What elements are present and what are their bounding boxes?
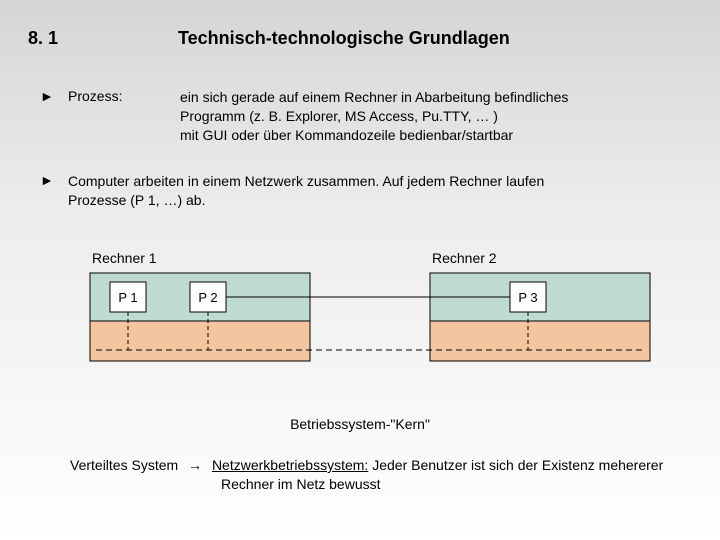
prozess-label: Prozess: bbox=[68, 88, 122, 104]
os-kern-label: Betriebssystem-"Kern" bbox=[0, 416, 720, 432]
netzwerk-body: Computer arbeiten in einem Netzwerk zusa… bbox=[68, 172, 690, 210]
bullet-icon: ► bbox=[40, 172, 54, 188]
arrow-right-icon: → bbox=[188, 457, 202, 473]
svg-text:P 1: P 1 bbox=[118, 290, 137, 305]
page-title: Technisch-technologische Grundlagen bbox=[178, 28, 510, 49]
prozess-line3: mit GUI oder über Kommandozeile bedienba… bbox=[180, 126, 690, 145]
prozess-body: ein sich gerade auf einem Rechner in Aba… bbox=[180, 88, 690, 145]
prozess-line1: ein sich gerade auf einem Rechner in Aba… bbox=[180, 88, 690, 107]
bullet-icon: ► bbox=[40, 88, 54, 104]
svg-text:P 2: P 2 bbox=[198, 290, 217, 305]
footer-rest2: Rechner im Netz bewusst bbox=[221, 475, 692, 494]
netzwerk-line1: Computer arbeiten in einem Netzwerk zusa… bbox=[68, 172, 690, 191]
section-number: 8. 1 bbox=[28, 28, 58, 49]
footer-lead: Verteiltes System bbox=[70, 457, 178, 473]
footer-rest1: Jeder Benutzer ist sich der Existenz meh… bbox=[372, 457, 663, 473]
prozess-line2: Programm (z. B. Explorer, MS Access, Pu.… bbox=[180, 107, 690, 126]
svg-text:P 3: P 3 bbox=[518, 290, 537, 305]
netzwerk-line2: Prozesse (P 1, …) ab. bbox=[68, 191, 690, 210]
footer-row: Verteiltes System → Netzwerkbetriebssyst… bbox=[70, 456, 692, 494]
footer-underlined: Netzwerkbetriebssystem: bbox=[212, 457, 368, 473]
svg-text:Rechner 1: Rechner 1 bbox=[92, 250, 157, 266]
svg-text:Rechner 2: Rechner 2 bbox=[432, 250, 497, 266]
network-diagram: Rechner 1 Rechner 2 P 1 P 2 P 3 bbox=[60, 235, 680, 405]
